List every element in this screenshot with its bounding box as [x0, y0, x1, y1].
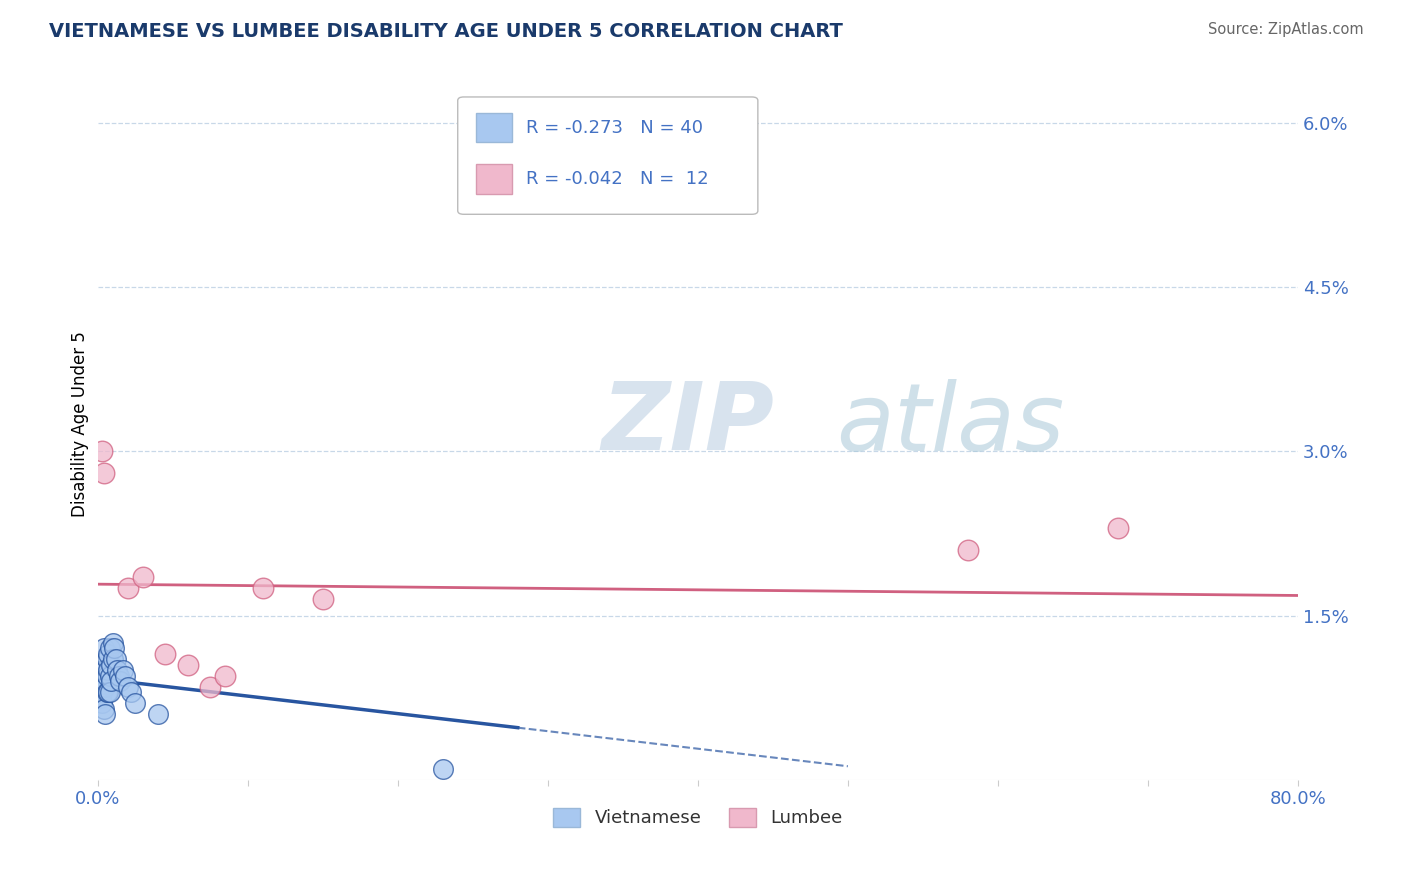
Point: [94, 706, 117, 721]
Point: [112, 663, 135, 677]
Point: [311, 592, 333, 607]
Point: [198, 680, 221, 694]
Point: [97, 685, 120, 699]
Point: [93, 680, 115, 694]
Point: [100, 674, 122, 689]
Point: [105, 663, 128, 677]
Text: R = -0.042   N =  12: R = -0.042 N = 12: [526, 169, 709, 187]
Point: [97, 663, 120, 677]
Point: [120, 685, 142, 699]
Point: [96, 685, 118, 699]
Point: [100, 657, 122, 672]
Point: [91, 696, 114, 710]
Point: [117, 680, 139, 694]
Point: [97, 647, 120, 661]
Point: [956, 542, 979, 557]
Point: [91, 663, 114, 677]
Point: [131, 570, 153, 584]
Point: [176, 657, 198, 672]
Y-axis label: Disability Age Under 5: Disability Age Under 5: [72, 331, 89, 517]
Point: [91, 685, 114, 699]
Point: [98, 685, 121, 699]
Point: [146, 706, 169, 721]
Point: [101, 652, 124, 666]
Text: atlas: atlas: [837, 378, 1064, 469]
Bar: [475, 164, 512, 194]
Point: [91, 680, 114, 694]
Point: [93, 467, 115, 481]
Point: [90, 674, 112, 689]
Text: ZIP: ZIP: [602, 378, 775, 470]
Point: [93, 641, 115, 656]
Point: [94, 663, 117, 677]
Point: [90, 685, 112, 699]
Point: [96, 652, 118, 666]
Point: [252, 581, 274, 595]
Point: [90, 690, 112, 705]
Point: [107, 668, 129, 682]
Point: [94, 674, 117, 689]
Point: [108, 674, 131, 689]
Point: [153, 647, 176, 661]
Point: [103, 641, 125, 656]
Point: [91, 444, 114, 458]
Point: [124, 696, 146, 710]
Point: [104, 652, 127, 666]
Legend: Vietnamese, Lumbee: Vietnamese, Lumbee: [546, 801, 849, 835]
Text: Source: ZipAtlas.com: Source: ZipAtlas.com: [1208, 22, 1364, 37]
Point: [114, 668, 136, 682]
Point: [98, 641, 121, 656]
Text: R = -0.273   N = 40: R = -0.273 N = 40: [526, 119, 703, 136]
FancyBboxPatch shape: [458, 97, 758, 214]
Text: VIETNAMESE VS LUMBEE DISABILITY AGE UNDER 5 CORRELATION CHART: VIETNAMESE VS LUMBEE DISABILITY AGE UNDE…: [49, 22, 844, 41]
Point: [432, 762, 454, 776]
Point: [96, 668, 118, 682]
Point: [93, 668, 115, 682]
Point: [93, 701, 115, 715]
Point: [1107, 521, 1129, 535]
Point: [117, 581, 139, 595]
Bar: [475, 112, 512, 143]
Point: [94, 680, 117, 694]
Point: [214, 668, 236, 682]
Point: [98, 668, 121, 682]
Point: [101, 636, 124, 650]
